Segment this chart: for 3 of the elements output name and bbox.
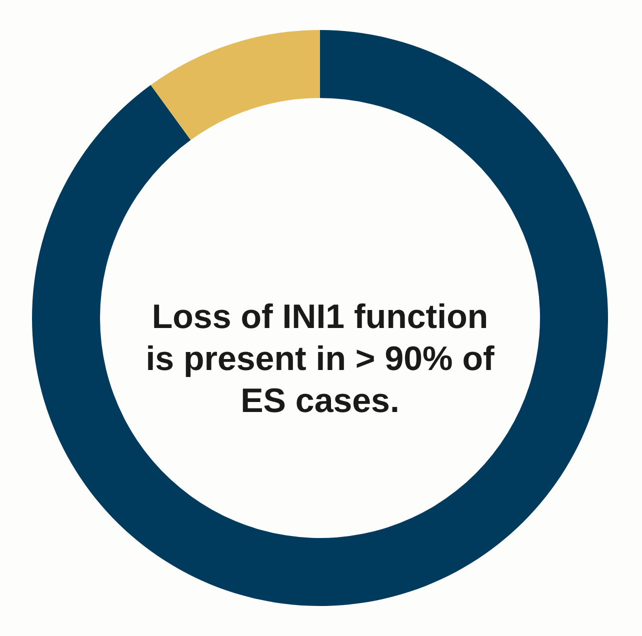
donut-slice <box>32 30 608 606</box>
donut-slice <box>150 30 320 140</box>
text: Loss of INI1 function is present in > 90% of ES cases. <box>146 298 495 420</box>
